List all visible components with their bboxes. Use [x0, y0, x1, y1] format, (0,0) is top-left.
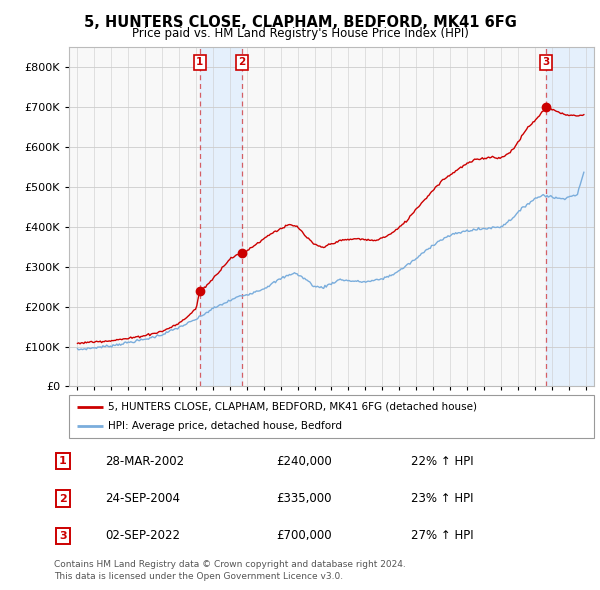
Text: 1: 1: [196, 57, 203, 67]
Text: This data is licensed under the Open Government Licence v3.0.: This data is licensed under the Open Gov…: [54, 572, 343, 581]
Text: 2: 2: [239, 57, 246, 67]
Text: £700,000: £700,000: [276, 529, 332, 542]
Bar: [200, 47, 242, 386]
Text: 5, HUNTERS CLOSE, CLAPHAM, BEDFORD, MK41 6FG: 5, HUNTERS CLOSE, CLAPHAM, BEDFORD, MK41…: [83, 15, 517, 30]
Bar: [546, 47, 594, 386]
Text: 02-SEP-2022: 02-SEP-2022: [105, 529, 180, 542]
Text: 3: 3: [542, 57, 550, 67]
Text: £240,000: £240,000: [276, 455, 332, 468]
FancyBboxPatch shape: [69, 395, 594, 438]
Text: 27% ↑ HPI: 27% ↑ HPI: [411, 529, 473, 542]
Text: 3: 3: [59, 531, 67, 540]
Text: 1: 1: [59, 457, 67, 466]
Text: £335,000: £335,000: [276, 492, 331, 505]
Text: 28-MAR-2002: 28-MAR-2002: [105, 455, 184, 468]
Text: 24-SEP-2004: 24-SEP-2004: [105, 492, 180, 505]
Text: 5, HUNTERS CLOSE, CLAPHAM, BEDFORD, MK41 6FG (detached house): 5, HUNTERS CLOSE, CLAPHAM, BEDFORD, MK41…: [109, 402, 478, 412]
Text: 23% ↑ HPI: 23% ↑ HPI: [411, 492, 473, 505]
Text: Contains HM Land Registry data © Crown copyright and database right 2024.: Contains HM Land Registry data © Crown c…: [54, 560, 406, 569]
Text: 22% ↑ HPI: 22% ↑ HPI: [411, 455, 473, 468]
Text: Price paid vs. HM Land Registry's House Price Index (HPI): Price paid vs. HM Land Registry's House …: [131, 27, 469, 40]
Text: 2: 2: [59, 494, 67, 503]
Text: HPI: Average price, detached house, Bedford: HPI: Average price, detached house, Bedf…: [109, 421, 343, 431]
